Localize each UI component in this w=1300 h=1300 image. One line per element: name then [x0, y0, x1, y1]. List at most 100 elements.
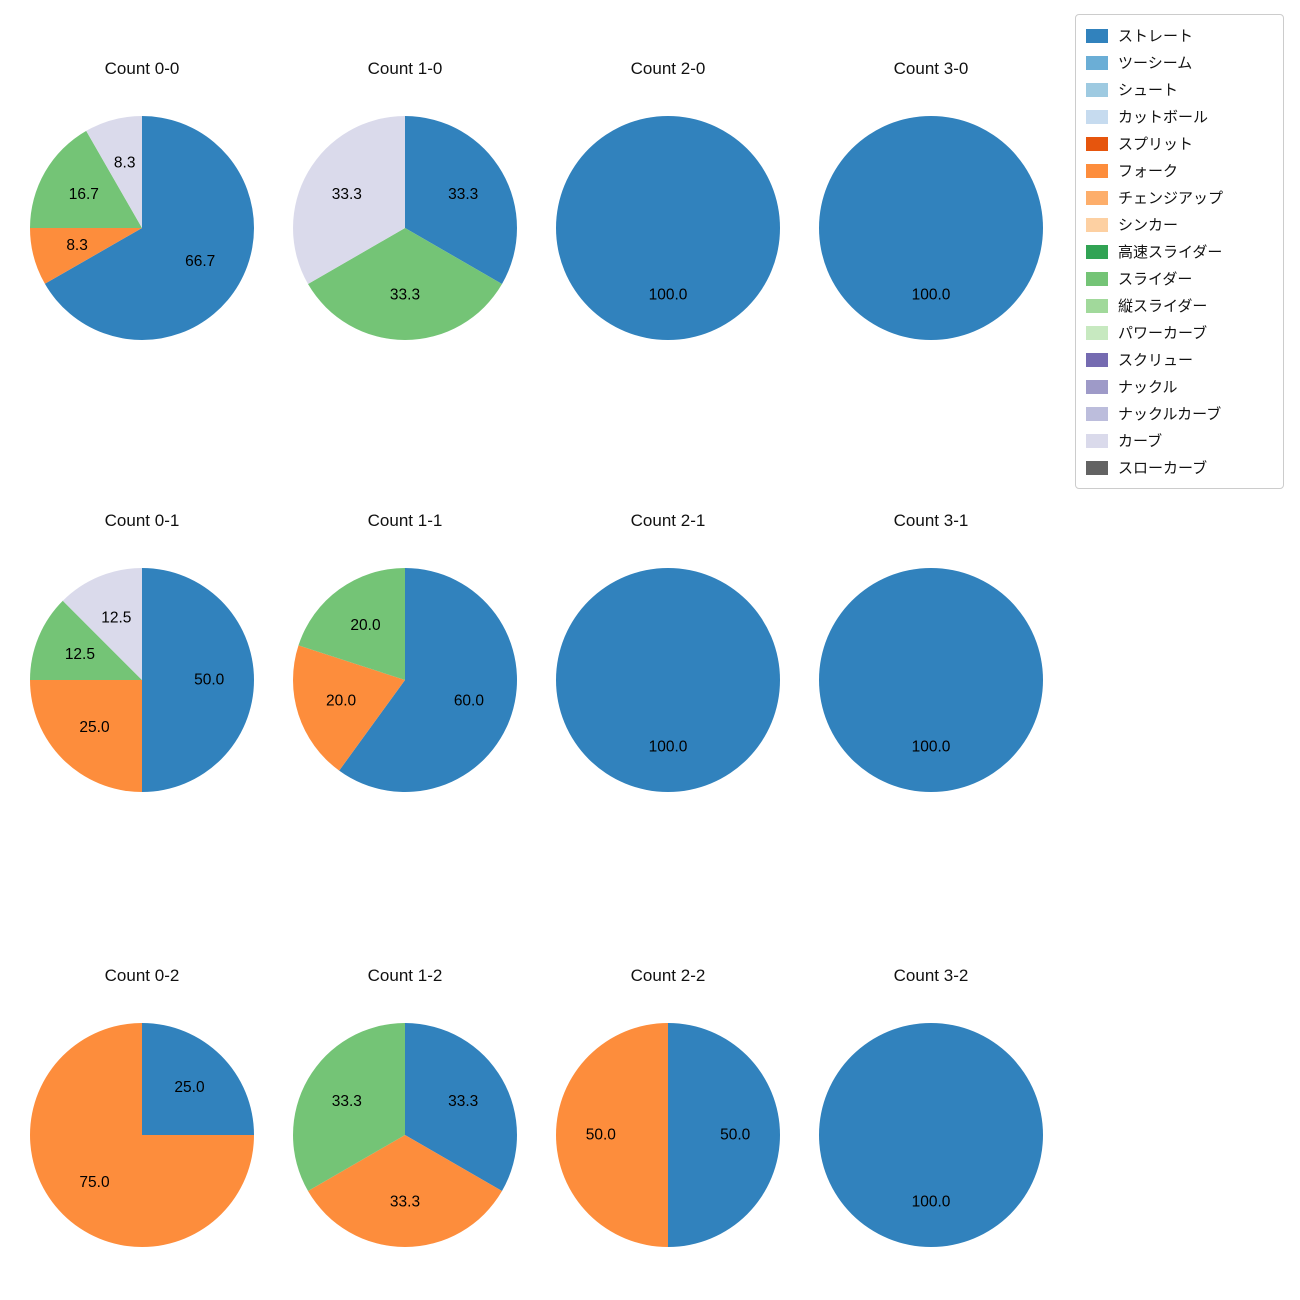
chart-title: Count 2-2	[630, 966, 706, 985]
pie-percentage-label: 100.0	[649, 287, 688, 304]
legend-label: シュート	[1118, 82, 1179, 99]
pie-percentage-label: 8.3	[66, 237, 88, 254]
legend-label: ナックル	[1118, 379, 1178, 396]
pie-chart-count-1-2: Count 1-2 33.3 33.3 33.3	[275, 965, 535, 1248]
chart-title: Count 1-2	[367, 966, 443, 985]
legend-item: カットボール	[1086, 103, 1273, 130]
legend-label: 縦スライダー	[1118, 298, 1208, 315]
legend-swatch-icon	[1086, 217, 1108, 232]
chart-title: Count 0-0	[104, 59, 180, 78]
legend-swatch-icon	[1086, 379, 1108, 394]
legend-item: スライダー	[1086, 265, 1273, 292]
pie-slice-フォーク	[30, 228, 142, 284]
pie-slice-ストレート	[405, 1023, 517, 1191]
legend-swatch-icon	[1086, 298, 1108, 313]
pie-slice-スライダー	[293, 1023, 405, 1191]
pie-slice-フォーク	[292, 645, 405, 771]
pie-slice-ストレート	[819, 568, 1043, 792]
pie-slice-ストレート	[556, 568, 780, 792]
legend-swatch-icon	[1086, 109, 1108, 124]
pie-percentage-label: 33.3	[390, 287, 420, 304]
chart-title: Count 2-1	[630, 511, 706, 530]
legend-swatch-icon	[1086, 271, 1108, 286]
chart-title: Count 3-2	[893, 966, 969, 985]
pie-percentage-label: 16.7	[69, 186, 99, 203]
pie-percentage-label: 33.3	[332, 186, 362, 203]
pie-chart-count-0-0: Count 0-0 66.7 8.3 16.7 8.3	[12, 58, 272, 341]
pie-chart-count-2-2: Count 2-2 50.0 50.0	[538, 965, 798, 1248]
pie-svg: 50.0 50.0	[556, 1023, 780, 1247]
pie-slice-ストレート	[142, 568, 254, 792]
pie-slice-スライダー	[30, 130, 142, 228]
legend-label: スライダー	[1118, 271, 1193, 288]
pie-percentage-label: 66.7	[185, 253, 215, 270]
legend-item: パワーカーブ	[1086, 319, 1273, 346]
legend-item: スローカーブ	[1086, 454, 1273, 481]
pie-svg: 100.0	[819, 1023, 1043, 1247]
pie-percentage-label: 100.0	[912, 739, 951, 756]
legend-label: カットボール	[1118, 109, 1209, 126]
legend-label: フォーク	[1118, 163, 1179, 180]
pie-percentage-label: 33.3	[390, 1194, 420, 1211]
legend-item: シンカー	[1086, 211, 1273, 238]
pie-slice-ストレート	[339, 568, 518, 792]
pie-slice-フォーク	[30, 680, 142, 792]
legend-item: 高速スライダー	[1086, 238, 1273, 265]
chart-title: Count 3-0	[893, 59, 969, 78]
pie-slice-ストレート	[142, 1023, 254, 1135]
chart-title: Count 3-1	[893, 511, 969, 530]
pie-percentage-label: 8.3	[114, 155, 136, 172]
legend-item: ストレート	[1086, 22, 1273, 49]
legend-swatch-icon	[1086, 163, 1108, 178]
legend-label: カーブ	[1118, 433, 1163, 450]
pie-percentage-label: 50.0	[586, 1127, 617, 1144]
pie-percentage-label: 20.0	[350, 617, 381, 634]
chart-title: Count 0-1	[104, 511, 180, 530]
pie-slice-スライダー	[308, 228, 502, 340]
legend-item: カーブ	[1086, 427, 1273, 454]
pie-slice-カーブ	[293, 116, 405, 284]
legend-label: スクリュー	[1118, 352, 1194, 369]
pie-slice-カーブ	[86, 116, 142, 228]
pie-percentage-label: 100.0	[912, 1194, 951, 1211]
pie-chart-count-3-1: Count 3-1 100.0	[801, 510, 1061, 793]
chart-title: Count 0-2	[104, 966, 180, 985]
pie-slice-ストレート	[44, 116, 255, 340]
pie-percentage-label: 25.0	[174, 1079, 205, 1096]
pie-chart-count-2-1: Count 2-1 100.0	[538, 510, 798, 793]
pie-slice-スライダー	[30, 600, 142, 680]
pie-chart-count-1-0: Count 1-0 33.3 33.3 33.3	[275, 58, 535, 341]
pie-svg: 33.3 33.3 33.3	[293, 116, 517, 340]
pie-svg: 100.0	[556, 568, 780, 792]
legend-label: ナックルカーブ	[1118, 406, 1222, 423]
legend-swatch-icon	[1086, 136, 1108, 151]
pie-svg: 66.7 8.3 16.7 8.3	[30, 116, 255, 340]
legend-swatch-icon	[1086, 28, 1108, 43]
pie-slice-スライダー	[298, 568, 405, 680]
legend-item: シュート	[1086, 76, 1273, 103]
legend-label: ツーシーム	[1118, 55, 1193, 72]
legend-label: シンカー	[1118, 217, 1179, 234]
legend-label: スプリット	[1118, 136, 1194, 153]
legend-swatch-icon	[1086, 352, 1108, 367]
pie-percentage-label: 33.3	[448, 186, 478, 203]
pie-slice-フォーク	[30, 1023, 254, 1247]
pie-percentage-label: 100.0	[912, 287, 951, 304]
pie-percentage-label: 60.0	[454, 692, 485, 709]
pie-slice-ストレート	[819, 116, 1043, 340]
legend-swatch-icon	[1086, 55, 1108, 70]
pie-chart-count-2-0: Count 2-0 100.0	[538, 58, 798, 341]
chart-title: Count 2-0	[630, 59, 706, 78]
legend-label: 高速スライダー	[1118, 244, 1223, 261]
pie-percentage-label: 12.5	[65, 646, 95, 663]
pie-percentage-label: 100.0	[649, 739, 688, 756]
pie-percentage-label: 20.0	[326, 692, 357, 709]
legend-item: フォーク	[1086, 157, 1273, 184]
pie-svg: 50.0 25.0 12.5 12.5	[30, 568, 254, 792]
pie-percentage-label: 50.0	[194, 672, 225, 689]
legend-label: ストレート	[1118, 28, 1194, 45]
legend-item: スプリット	[1086, 130, 1273, 157]
legend-swatch-icon	[1086, 244, 1108, 259]
legend-swatch-icon	[1086, 433, 1108, 448]
pie-slice-フォーク	[308, 1135, 502, 1247]
